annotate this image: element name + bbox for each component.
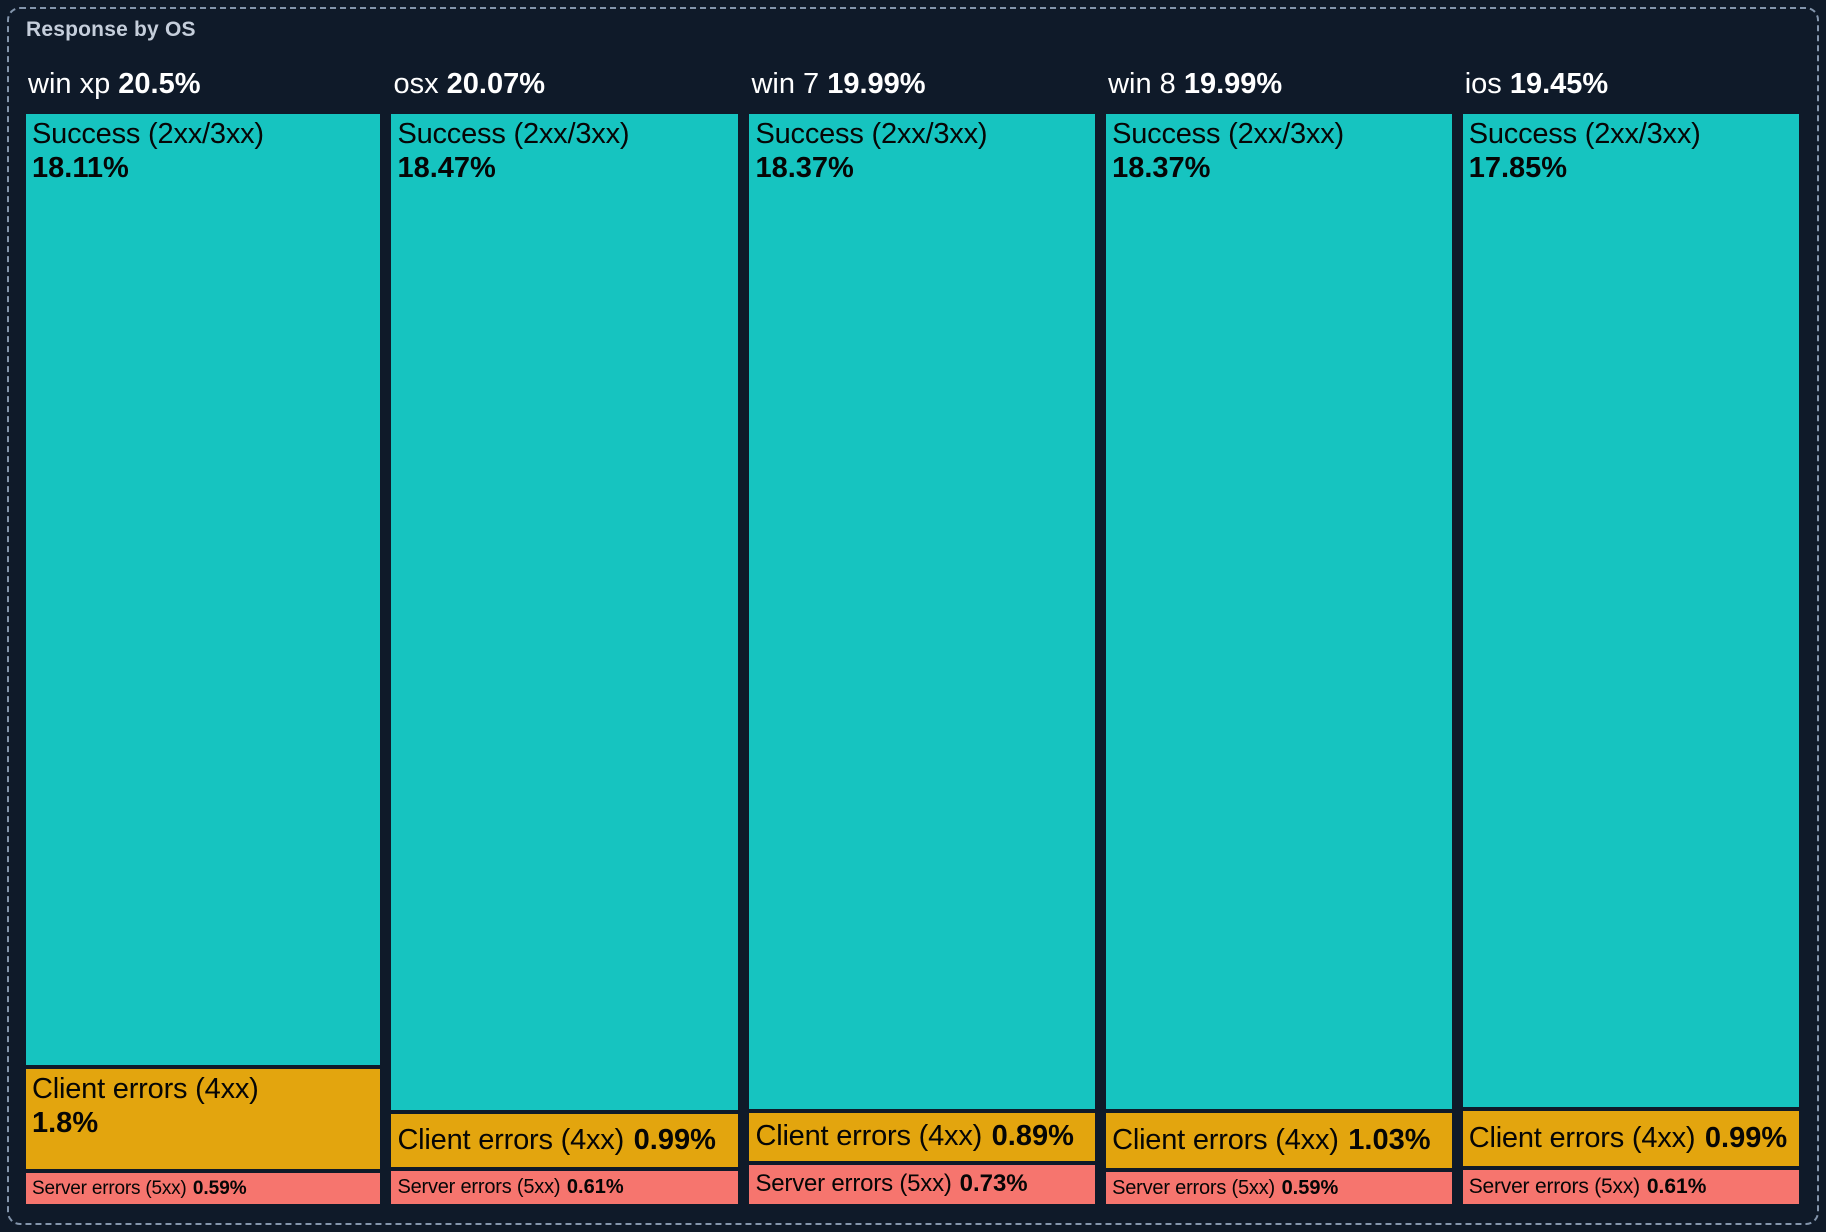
segment-value: 18.37% [755, 152, 854, 184]
column-header: win xp 20.5% [26, 44, 380, 114]
column-stack: Success (2xx/3xx) 18.37% Client errors (4… [749, 114, 1096, 1204]
segment-value: 0.99% [1704, 1122, 1788, 1155]
treemap-segment-server-error[interactable]: Server errors (5xx) 0.61% [1462, 1170, 1799, 1204]
treemap-segment-success[interactable]: Success (2xx/3xx) 18.11% [26, 114, 381, 1066]
segment-label: Server errors (5xx) [1468, 1175, 1640, 1199]
segment-label: Success (2xx/3xx) [397, 118, 630, 150]
segment-value: 0.61% [566, 1176, 624, 1199]
treemap-segment-client-error[interactable]: Client errors (4xx) 0.89% [749, 1112, 1096, 1161]
segment-label: Client errors (4xx) [1112, 1124, 1339, 1157]
segment-value: 0.59% [192, 1177, 247, 1199]
column-header: win 8 19.99% [1106, 44, 1452, 114]
treemap-column: osx 20.07% Success (2xx/3xx) 18.47% Clien… [391, 44, 739, 1204]
segment-value: 18.11% [32, 152, 129, 184]
segment-value: 18.37% [1112, 152, 1211, 184]
segment-label: Success (2xx/3xx) [1468, 118, 1701, 150]
treemap-segment-client-error[interactable]: Client errors (4xx) 1.8% [26, 1069, 381, 1170]
treemap-column: win xp 20.5% Success (2xx/3xx) 18.11% Cli… [26, 44, 381, 1204]
treemap-segment-server-error[interactable]: Server errors (5xx) 0.73% [749, 1164, 1096, 1204]
column-header: ios 19.45% [1463, 44, 1799, 114]
segment-label: Server errors (5xx) [755, 1170, 952, 1198]
treemap-segment-success[interactable]: Success (2xx/3xx) 17.85% [1462, 114, 1799, 1108]
segment-label: Client errors (4xx) [1468, 1122, 1696, 1155]
treemap-segment-success[interactable]: Success (2xx/3xx) 18.37% [1106, 114, 1452, 1109]
treemap-column: ios 19.45% Success (2xx/3xx) 17.85% Clien… [1462, 44, 1799, 1204]
segment-value: 1.8% [32, 1107, 99, 1140]
column-os-label: win 7 [751, 68, 820, 100]
segment-label: Client errors (4xx) [755, 1120, 983, 1153]
column-os-percent: 19.45% [1509, 68, 1609, 100]
treemap-segment-server-error[interactable]: Server errors (5xx) 0.61% [391, 1171, 739, 1204]
segment-label: Success (2xx/3xx) [755, 118, 988, 150]
segment-label: Server errors (5xx) [32, 1177, 187, 1199]
segment-value: 0.89% [991, 1120, 1074, 1153]
column-os-label: ios [1464, 68, 1502, 100]
segment-value: 0.61% [1646, 1175, 1707, 1199]
column-header: win 7 19.99% [749, 44, 1095, 114]
segment-label: Client errors (4xx) [32, 1073, 259, 1106]
treemap-columns: win xp 20.5% Success (2xx/3xx) 18.11% Cli… [26, 44, 1799, 1204]
treemap-segment-server-error[interactable]: Server errors (5xx) 0.59% [1106, 1172, 1452, 1204]
treemap-segment-client-error[interactable]: Client errors (4xx) 0.99% [1462, 1111, 1799, 1167]
column-stack: Success (2xx/3xx) 18.37% Client errors (4… [1106, 114, 1452, 1204]
column-stack: Success (2xx/3xx) 17.85% Client errors (4… [1462, 114, 1799, 1204]
segment-value: 0.59% [1281, 1176, 1339, 1199]
column-stack: Success (2xx/3xx) 18.11% Client errors (4… [26, 114, 381, 1204]
segment-value: 17.85% [1468, 152, 1568, 184]
segment-value: 0.99% [633, 1124, 716, 1157]
treemap-column: win 8 19.99% Success (2xx/3xx) 18.37% Cli… [1106, 44, 1452, 1204]
column-os-percent: 20.07% [446, 68, 545, 100]
column-os-label: osx [393, 68, 439, 100]
segment-label: Server errors (5xx) [397, 1176, 561, 1199]
column-os-label: win 8 [1108, 68, 1176, 100]
segment-label: Client errors (4xx) [397, 1124, 625, 1157]
column-os-percent: 19.99% [1183, 68, 1283, 100]
segment-value: 18.47% [397, 152, 496, 184]
segment-label: Success (2xx/3xx) [32, 118, 264, 150]
segment-value: 0.73% [959, 1170, 1028, 1198]
column-stack: Success (2xx/3xx) 18.47% Client errors (4… [391, 114, 739, 1204]
chart-title: Response by OS [26, 18, 196, 41]
segment-value: 1.03% [1348, 1124, 1431, 1157]
treemap-segment-client-error[interactable]: Client errors (4xx) 1.03% [1106, 1112, 1452, 1169]
treemap-segment-success[interactable]: Success (2xx/3xx) 18.47% [391, 114, 739, 1111]
segment-label: Server errors (5xx) [1112, 1176, 1275, 1199]
column-os-percent: 20.5% [118, 68, 201, 100]
treemap-segment-server-error[interactable]: Server errors (5xx) 0.59% [26, 1173, 381, 1204]
segment-label: Success (2xx/3xx) [1112, 118, 1344, 150]
treemap-column: win 7 19.99% Success (2xx/3xx) 18.37% Cli… [749, 44, 1096, 1204]
column-os-percent: 19.99% [827, 68, 926, 100]
treemap-segment-success[interactable]: Success (2xx/3xx) 18.37% [749, 114, 1096, 1109]
column-os-label: win xp [28, 68, 111, 100]
treemap-segment-client-error[interactable]: Client errors (4xx) 0.99% [391, 1114, 739, 1168]
column-header: osx 20.07% [391, 44, 738, 114]
